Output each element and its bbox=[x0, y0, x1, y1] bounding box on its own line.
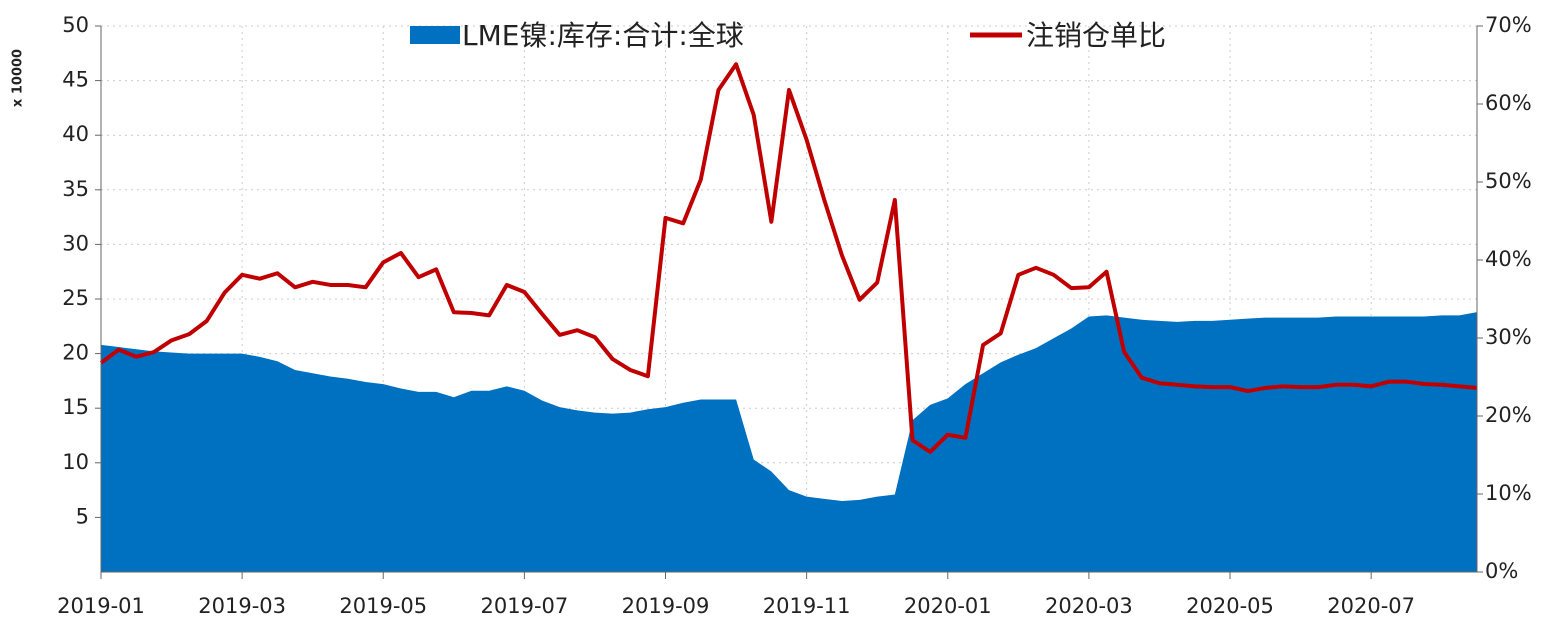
legend-label: 注销仓单比 bbox=[1026, 19, 1166, 52]
y2-tick-label: 30% bbox=[1485, 325, 1532, 349]
y-tick-label: 50 bbox=[62, 13, 89, 37]
y2-tick-label: 70% bbox=[1485, 13, 1532, 37]
y-tick-label: 15 bbox=[62, 395, 89, 419]
y-tick-label: 45 bbox=[62, 68, 89, 92]
x-tick-label: 2020-05 bbox=[1186, 594, 1274, 618]
y-tick-label: 40 bbox=[62, 122, 89, 146]
y-tick-label: 25 bbox=[62, 286, 89, 310]
legend-label: LME镍:库存:合计:全球 bbox=[462, 19, 744, 52]
legend-swatch bbox=[410, 26, 460, 44]
y2-tick-label: 20% bbox=[1485, 403, 1532, 427]
y-tick-label: 10 bbox=[62, 450, 89, 474]
y2-tick-label: 50% bbox=[1485, 169, 1532, 193]
x-tick-label: 2019-05 bbox=[339, 594, 427, 618]
x-tick-label: 2019-09 bbox=[622, 594, 710, 618]
line bbox=[99, 62, 1478, 454]
x-tick-label: 2019-01 bbox=[57, 594, 145, 618]
x-tick-label: 2019-03 bbox=[198, 594, 286, 618]
y-tick-label: 5 bbox=[76, 504, 89, 528]
y2-tick-label: 0% bbox=[1485, 559, 1518, 583]
y2-tick-label: 10% bbox=[1485, 481, 1532, 505]
y-tick-label: 20 bbox=[62, 341, 89, 365]
x-tick-label: 2019-07 bbox=[481, 594, 569, 618]
area bbox=[101, 312, 1477, 572]
y-tick-label: 35 bbox=[62, 177, 89, 201]
x-tick-label: 2020-03 bbox=[1045, 594, 1133, 618]
x-tick-label: 2020-01 bbox=[904, 594, 992, 618]
x-tick-label: 2019-11 bbox=[763, 594, 851, 618]
y-axis-title: x 10000 bbox=[11, 49, 26, 107]
x-tick-label: 2020-07 bbox=[1327, 594, 1415, 618]
y2-tick-label: 60% bbox=[1485, 91, 1532, 115]
y2-tick-label: 40% bbox=[1485, 247, 1532, 271]
y-tick-label: 30 bbox=[62, 231, 89, 255]
